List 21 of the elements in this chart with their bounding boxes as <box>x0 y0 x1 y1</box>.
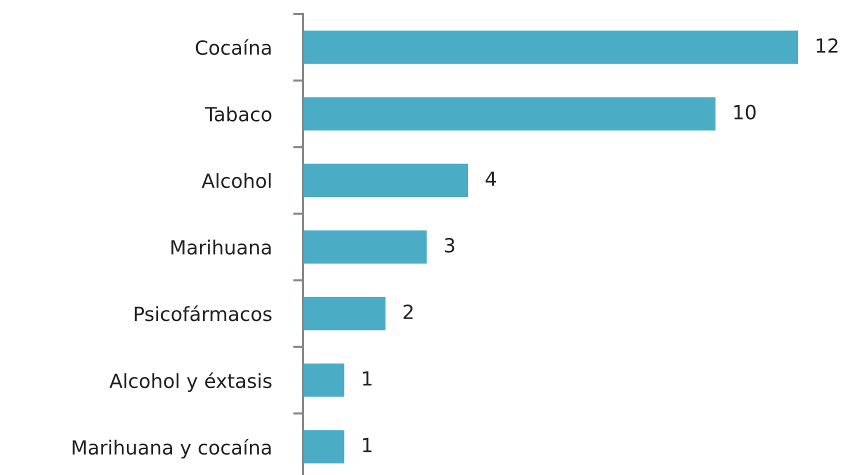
data-label: 12 <box>816 38 838 53</box>
y-tick-label: Alcohol <box>202 173 271 188</box>
data-label: 4 <box>486 172 496 186</box>
bar <box>303 430 344 464</box>
bar <box>303 296 386 330</box>
bar <box>303 364 344 397</box>
data-label: 3 <box>444 238 454 253</box>
y-tick-label: Psicofármacos <box>134 305 272 322</box>
y-tick-label: Tabaco <box>204 106 272 122</box>
data-label: 1 <box>363 438 372 452</box>
bar <box>303 97 716 130</box>
bar <box>303 164 468 198</box>
y-tick-label: Alcohol y éxtasis <box>109 372 272 392</box>
bar <box>303 30 798 64</box>
bar <box>303 230 427 264</box>
y-tick-label: Marihuana y cocaína <box>72 438 271 459</box>
data-label: 1 <box>363 371 372 386</box>
data-label: 10 <box>734 104 756 120</box>
y-tick-label: Cocaína <box>196 39 271 55</box>
y-tick-label: Marihuana <box>171 240 271 255</box>
data-label: 2 <box>404 304 413 319</box>
